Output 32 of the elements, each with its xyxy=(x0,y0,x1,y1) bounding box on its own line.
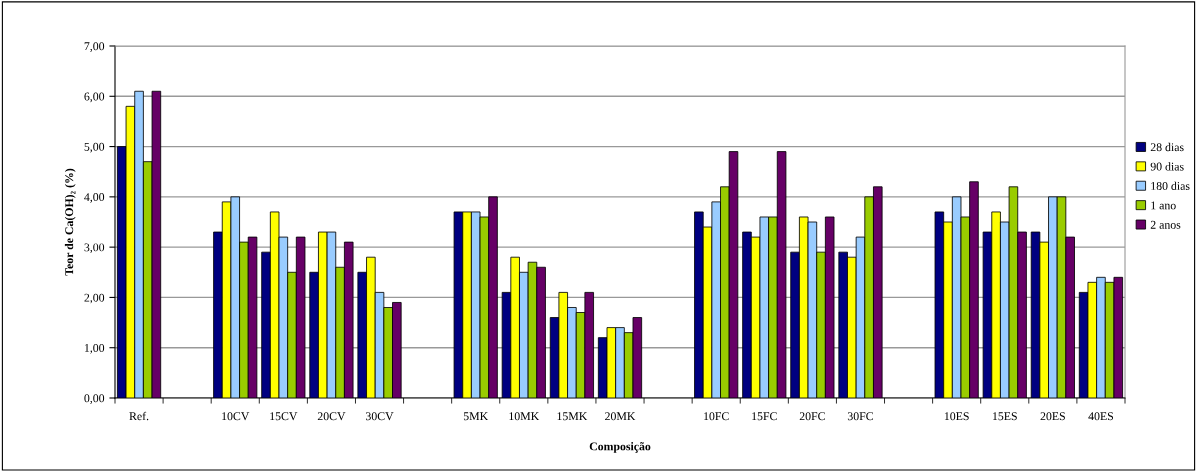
x-tick-label: 15ES xyxy=(993,412,1017,421)
x-tick-label: 5MK xyxy=(463,412,489,421)
legend-label: 2 anos xyxy=(1150,220,1181,229)
y-tick-label: 3,00 xyxy=(84,243,105,254)
y-tick-label: 7,00 xyxy=(84,42,105,52)
y-axis-title: Teor de Ca(OH)₂ (%) xyxy=(64,168,76,276)
legend-label: 180 dias xyxy=(1151,181,1190,190)
x-tick-label: 10ES xyxy=(944,412,969,421)
x-tick-label: 30CV xyxy=(365,412,394,421)
y-tick-label: 0,00 xyxy=(84,394,105,404)
legend-label: 90 dias xyxy=(1150,162,1184,171)
legend-label: 28 dias xyxy=(1150,142,1184,152)
x-tick-label: 10CV xyxy=(222,412,250,421)
x-tick-label: 30FC xyxy=(847,412,873,421)
x-tick-label: 40ES xyxy=(1088,412,1114,421)
y-tick-label: 1,00 xyxy=(84,343,105,354)
y-tick-label: 4,00 xyxy=(84,193,105,203)
y-tick-label: 2,00 xyxy=(84,293,105,304)
x-tick-label: 15CV xyxy=(270,412,298,421)
x-tick-label: 20ES xyxy=(1040,412,1065,421)
x-tick-label: 20CV xyxy=(317,412,346,421)
x-tick-label: Ref. xyxy=(129,411,149,421)
x-axis-title: Composição xyxy=(589,442,651,453)
y-tick-label: 5,00 xyxy=(84,142,105,153)
x-tick-label: 20FC xyxy=(799,412,825,421)
x-tick-label: 10FC xyxy=(704,412,729,421)
x-tick-label: 15FC xyxy=(752,412,777,421)
y-tick-label: 6,00 xyxy=(84,92,105,103)
legend-label: 1 ano xyxy=(1151,201,1176,210)
x-tick-label: 20MK xyxy=(605,412,636,421)
x-tick-label: 15MK xyxy=(557,412,588,421)
x-tick-label: 10MK xyxy=(509,412,540,421)
